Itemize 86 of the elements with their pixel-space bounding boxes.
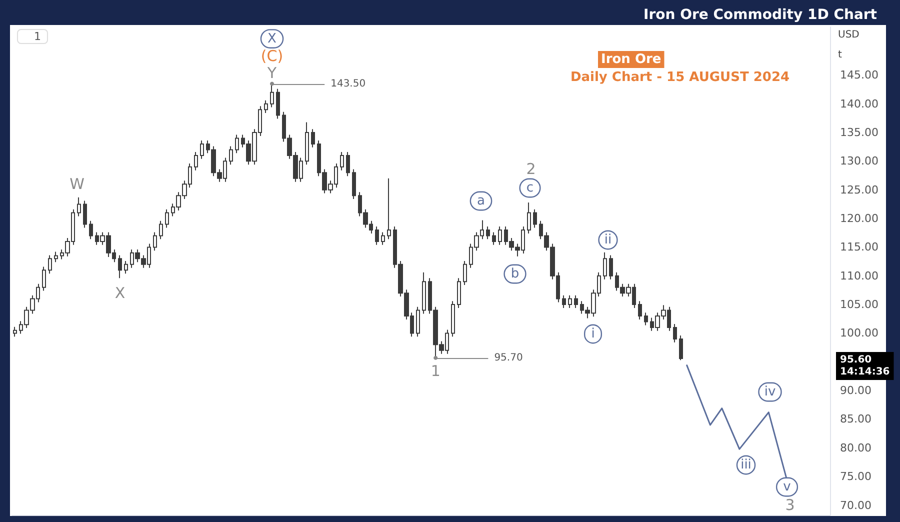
candlestick	[574, 294, 578, 308]
candlestick	[609, 254, 613, 280]
ref-line-label: 143.50	[330, 78, 366, 90]
y-tick-label: 145.00	[840, 68, 878, 82]
candlestick	[77, 196, 81, 217]
candlestick	[311, 128, 315, 148]
candlestick	[381, 232, 385, 246]
annotation: Iron Ore	[601, 52, 662, 67]
annotation: Y	[266, 64, 278, 82]
annotation: X	[114, 284, 126, 302]
candlestick	[422, 272, 426, 314]
text: USD	[838, 30, 860, 40]
candlestick	[54, 251, 58, 263]
candlestick	[276, 88, 280, 120]
candlestick	[194, 152, 198, 171]
annotation: (C)	[260, 46, 284, 65]
candlestick	[644, 312, 648, 326]
candlestick	[457, 278, 461, 308]
y-tick-label: 135.00	[840, 126, 878, 140]
annotation: 1	[34, 30, 41, 43]
candlestick	[42, 266, 46, 292]
candlestick	[13, 326, 17, 338]
candlestick	[346, 152, 350, 177]
candlestick	[153, 232, 157, 252]
candlestick	[118, 254, 122, 279]
candlestick	[527, 202, 531, 234]
annotation: i	[591, 326, 595, 342]
candlestick	[235, 134, 239, 154]
candlestick	[264, 100, 268, 114]
y-tick-label: 90.00	[840, 384, 872, 398]
y-tick-label: 100.00	[840, 326, 878, 340]
annotation: c	[526, 180, 534, 196]
candlestick	[562, 294, 566, 308]
annotation: 1	[430, 362, 440, 380]
candlestick	[229, 146, 233, 166]
y-tick-label: 110.00	[840, 269, 878, 282]
annotation: iii	[740, 458, 752, 472]
annotation: b	[510, 266, 520, 282]
candlestick	[270, 83, 274, 108]
annotation: iv	[764, 384, 776, 400]
candlestick	[463, 260, 467, 286]
candlestick	[638, 300, 642, 320]
y-tick-label: 120.00	[840, 212, 878, 226]
annotation: v	[783, 480, 792, 494]
annotation: ii	[604, 232, 612, 248]
candlestick	[603, 252, 607, 280]
candlestick	[416, 306, 420, 338]
candlestick	[48, 254, 52, 274]
y-tick-label: 80.00	[840, 441, 872, 454]
annotation: 2	[526, 160, 536, 178]
y-tick-label: 85.00	[840, 412, 872, 426]
annotation: W	[70, 175, 85, 193]
text: 95.60 14:14:36	[840, 354, 890, 378]
annotation: 3	[785, 496, 795, 514]
chart-title: Iron Ore Commodity 1D Chart	[644, 7, 878, 23]
candlestick	[498, 226, 502, 246]
candlestick	[568, 294, 572, 308]
candlestick	[492, 232, 496, 246]
y-tick-label: 140.00	[840, 97, 878, 110]
candlestick	[486, 226, 490, 240]
candlestick	[451, 300, 455, 338]
candlestick	[165, 208, 169, 228]
y-tick-label: 115.00	[840, 240, 878, 254]
ref-line-label: 95.70	[494, 352, 523, 364]
candlestick	[305, 122, 309, 166]
candlestick	[679, 335, 683, 361]
annotation: X	[268, 31, 277, 46]
annotation: a	[477, 194, 485, 208]
text: Daily Chart - 15 AUGUST 2024	[570, 70, 790, 85]
y-tick-label: 105.00	[840, 298, 878, 312]
candlestick	[533, 208, 537, 228]
y-tick-label: 125.00	[840, 183, 878, 196]
y-tick-label: 75.00	[840, 470, 872, 484]
candlestick	[352, 168, 356, 200]
y-tick-label: 130.00	[840, 154, 878, 168]
candlestick	[89, 220, 93, 240]
candlestick	[375, 226, 379, 246]
candlestick	[83, 200, 87, 228]
candlestick	[340, 152, 344, 171]
candlestick	[200, 140, 204, 160]
text: t	[838, 50, 842, 60]
candlestick	[673, 324, 677, 343]
candlestick	[387, 178, 391, 240]
y-tick-label: 70.00	[840, 498, 872, 512]
candlestick	[159, 220, 163, 240]
candlestick	[124, 260, 128, 274]
